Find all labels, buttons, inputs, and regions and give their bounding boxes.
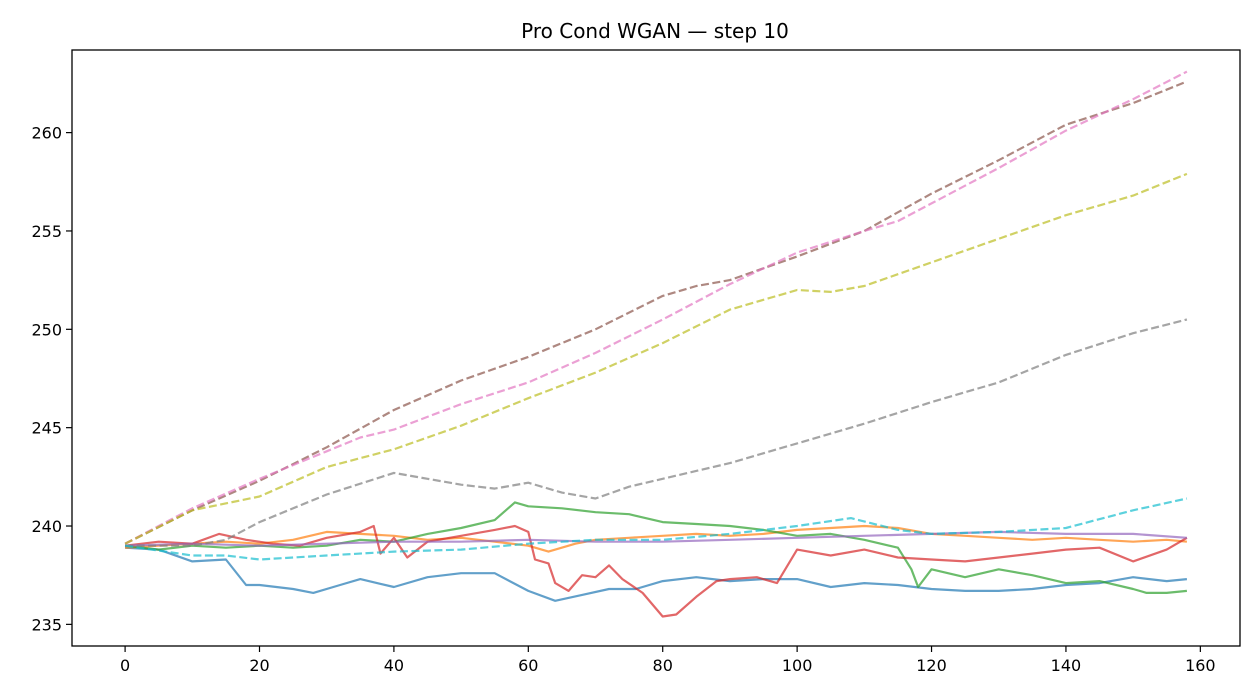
y-tick-label: 235 [31,615,62,634]
series-line-1 [125,546,1188,602]
x-tick-label: 140 [1051,656,1082,675]
x-tick-label: 40 [384,656,404,675]
series-line-5 [125,530,1187,547]
x-tick-label: 60 [518,656,538,675]
series-line-4 [124,524,1188,618]
x-tick-label: 120 [916,656,947,675]
y-tick-label: 245 [31,419,62,438]
x-tick-label: 0 [120,656,130,675]
x-tick-label: 80 [653,656,673,675]
x-tick-label: 100 [782,656,813,675]
series-line-8 [125,318,1188,547]
y-axis-ticks: 235 240 245 250 255 260 [31,124,72,634]
x-axis-ticks: 0 20 40 60 80 100 120 140 160 [120,646,1216,675]
y-tick-label: 260 [31,124,62,143]
series-line-3 [124,501,1188,594]
series-line-10 [124,497,1188,561]
y-tick-label: 240 [31,517,62,536]
series-line-6 [124,80,1188,545]
series-line-9 [124,172,1188,545]
y-tick-label: 255 [31,222,62,241]
chart-title: Pro Cond WGAN — step 10 [521,19,789,43]
x-tick-label: 160 [1185,656,1216,675]
plot-lines [124,70,1188,618]
y-tick-label: 250 [31,320,62,339]
series-line-7 [124,70,1188,545]
series-line-2 [125,524,1188,553]
plot-area-frame [71,49,1241,647]
x-tick-label: 20 [249,656,269,675]
